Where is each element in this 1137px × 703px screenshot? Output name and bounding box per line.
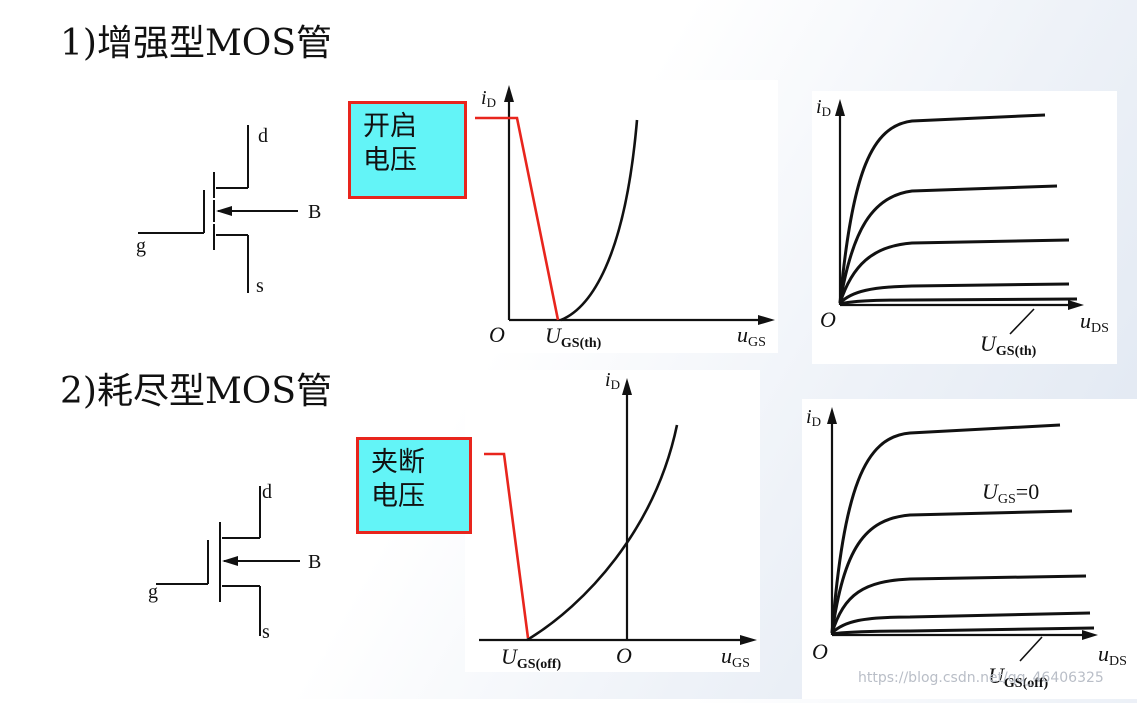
output-origin-label: O (820, 307, 836, 332)
transfer-y-label: iD (481, 87, 496, 110)
gate-label: g (148, 581, 158, 603)
section-title-depletion: 2)耗尽型MOS管 (60, 371, 332, 412)
depletion-mos-symbol-drawing: d g s B (148, 481, 321, 643)
bulk-label: B (308, 551, 321, 573)
enhancement-output-chart: iD O uDS UGS(th) (812, 91, 1117, 364)
drain-label: d (258, 125, 268, 147)
callout-line-2: 电压 (363, 145, 417, 176)
enhancement-transfer-chart: iD O UGS(th) uGS (475, 80, 778, 353)
transfer-origin-label: O (489, 322, 505, 347)
enhancement-transfer-chart-drawing: iD O UGS(th) uGS (481, 85, 775, 351)
output-pinchoff-label: UGS(off) (988, 663, 1049, 691)
output-x-label: uDS (1098, 641, 1127, 669)
section-title-enhancement: 1)增强型MOS管 (60, 23, 332, 64)
output-y-label: iD (816, 96, 831, 119)
output-x-label: uDS (1080, 308, 1109, 336)
depletion-mos-symbol: d g s B (148, 478, 326, 656)
output-zero-gate-label: UGS=0 (982, 479, 1039, 507)
threshold-voltage-callout: 开启 电压 (348, 101, 467, 199)
depletion-output-chart: iD UGS=0 O uDS UGS(off) (802, 399, 1137, 699)
gate-label: g (136, 235, 146, 257)
output-threshold-label: UGS(th) (980, 331, 1037, 359)
transfer-x-label: uGS (737, 322, 766, 350)
depletion-output-chart-drawing: iD UGS=0 O uDS UGS(off) (806, 406, 1127, 691)
pinchoff-voltage-label: UGS(off) (501, 644, 562, 672)
transfer-x-label: uGS (721, 643, 750, 671)
transfer-origin-label: O (616, 643, 632, 668)
depletion-transfer-chart-drawing: iD O UGS(off) uGS (479, 369, 757, 672)
transfer-y-label: iD (605, 370, 620, 392)
source-label: s (262, 621, 270, 643)
watermark: https://blog.csdn.net/qq_46406325 (858, 670, 1104, 686)
enhancement-mos-symbol-drawing: d g s B (136, 125, 321, 297)
source-label: s (256, 275, 264, 297)
depletion-transfer-chart: iD O UGS(off) uGS (465, 369, 760, 672)
output-y-label: iD (806, 406, 821, 429)
enhancement-output-chart-drawing: iD O uDS UGS(th) (816, 96, 1109, 359)
drain-label: d (262, 481, 272, 503)
bulk-label: B (308, 201, 321, 223)
threshold-voltage-label: UGS(th) (545, 323, 602, 351)
callout-line-1: 开启 (363, 111, 417, 142)
pinchoff-voltage-callout: 夹断 电压 (356, 437, 472, 534)
enhancement-mos-symbol: d g s B (130, 100, 332, 298)
callout-line-1: 夹断 (371, 447, 425, 478)
output-origin-label: O (812, 639, 828, 664)
callout-line-2: 电压 (371, 481, 425, 512)
